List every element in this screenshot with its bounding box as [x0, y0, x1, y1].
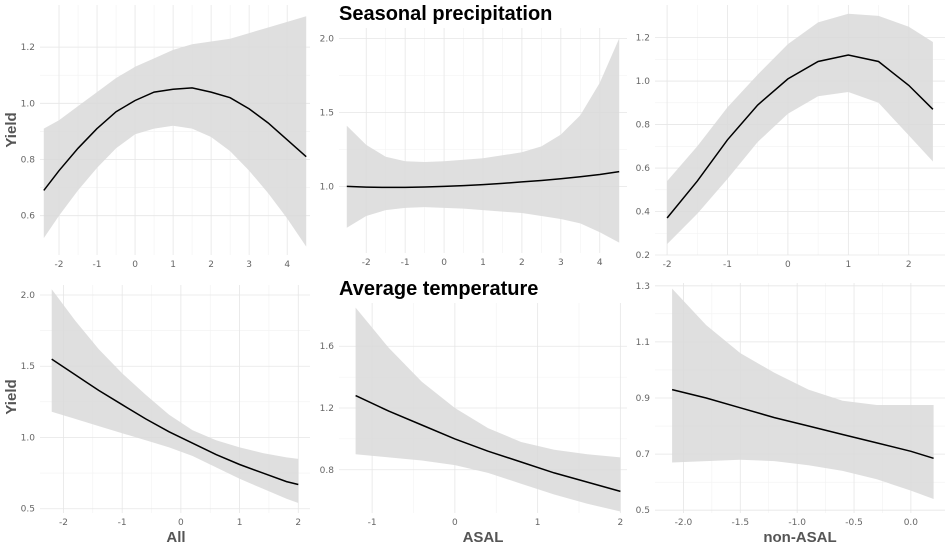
column-label-non-asal: non-ASAL — [763, 529, 836, 546]
panel-average-temperature-all: -2 -1 0 1 2 0.5 1.0 1.5 2.0 — [21, 285, 310, 528]
confidence-band — [672, 288, 934, 499]
x-tick-label: -1 — [368, 518, 377, 528]
confidence-band — [51, 289, 299, 503]
y-tick-label: 2.0 — [320, 34, 335, 44]
fitted-line — [666, 54, 934, 219]
confidence-band — [43, 16, 307, 247]
y-tick-label: 1.0 — [21, 433, 36, 443]
x-tick-label: -1.5 — [732, 518, 750, 528]
y-tick-label: 1.2 — [320, 404, 334, 414]
x-tick-label: -2 — [59, 518, 68, 528]
y-axis-label-bottom: Yield — [3, 379, 20, 414]
x-tick-label: 0.0 — [904, 518, 919, 528]
chart-panels: -2 -1 0 1 2 3 40.60.81.01.2-2 -1 0 1 2 3 41.01.52.0-… — [21, 5, 945, 528]
x-tick-label: 1 — [535, 518, 541, 528]
row-title-precipitation: Seasonal precipitation — [339, 3, 552, 25]
x-tick-label: -2 — [55, 260, 64, 270]
column-label-all: All — [166, 529, 185, 546]
y-tick-label: 1.3 — [636, 282, 650, 292]
fitted-line — [671, 388, 934, 460]
y-tick-label: 1.2 — [21, 43, 35, 53]
panel-average-temperature-all-grid — [40, 285, 310, 513]
fitted-line — [346, 170, 620, 189]
x-tick-label: 2 — [519, 258, 525, 268]
x-tick-label: 0 — [132, 260, 138, 270]
x-tick-label: -1 — [723, 260, 732, 270]
fitted-line — [51, 358, 299, 486]
y-tick-label: 0.5 — [21, 505, 35, 515]
y-tick-label: 1.5 — [21, 362, 35, 372]
x-tick-label: -0.5 — [845, 518, 863, 528]
x-tick-label: -2.0 — [675, 518, 693, 528]
x-tick-label: 1 — [170, 260, 176, 270]
x-tick-label: 0 — [441, 258, 447, 268]
x-tick-label: 0 — [452, 518, 458, 528]
x-tick-label: 3 — [246, 260, 252, 270]
x-tick-label: 1 — [480, 258, 486, 268]
panel-seasonal-precipitation-asal: -2 -1 0 1 2 3 4 1.0 1.5 2.0 — [320, 28, 627, 268]
y-tick-label: 1.6 — [320, 342, 335, 352]
y-tick-label: 1.0 — [21, 99, 36, 109]
y-tick-label: 1.0 — [320, 182, 335, 192]
x-tick-label: -1 — [93, 260, 102, 270]
y-tick-label: 0.8 — [21, 155, 36, 165]
y-tick-label: 1.2 — [636, 34, 650, 44]
panel-seasonal-precipitation-non-asal: -2 -1 0 1 2 0.2 0.4 0.6 0.8 1.0 1.2 — [636, 5, 945, 270]
x-tick-label: 1 — [845, 260, 851, 270]
fitted-line — [355, 394, 621, 493]
x-tick-label: -2 — [362, 258, 371, 268]
x-tick-label: -1.0 — [788, 518, 806, 528]
y-axis-label-top: Yield — [3, 112, 20, 147]
x-tick-label: 2 — [295, 518, 301, 528]
x-tick-label: 2 — [906, 260, 912, 270]
y-tick-label: 1.1 — [636, 338, 650, 348]
y-tick-label: 1.5 — [320, 108, 334, 118]
x-tick-label: 2 — [618, 518, 624, 528]
x-tick-label: -1 — [401, 258, 410, 268]
panel-average-temperature-non-asal: -2.0 -1.5 -1.0 -0.5 0.0 0.5 0.7 0.9 1.1 1.3 — [636, 282, 945, 528]
confidence-band — [355, 307, 621, 512]
x-tick-label: 3 — [558, 258, 564, 268]
y-tick-label: 0.8 — [636, 121, 651, 131]
y-tick-label: 2.0 — [21, 291, 36, 301]
row-title-temperature: Average temperature — [339, 278, 538, 300]
y-tick-label: 0.2 — [636, 251, 650, 261]
x-tick-label: 0 — [785, 260, 791, 270]
x-tick-label: -2 — [663, 260, 672, 270]
y-tick-label: 0.5 — [636, 506, 650, 516]
x-tick-label: 1 — [237, 518, 243, 528]
x-tick-label: 4 — [284, 260, 290, 270]
y-tick-label: 0.6 — [636, 164, 651, 174]
y-tick-label: 0.7 — [636, 450, 650, 460]
x-tick-label: 2 — [208, 260, 214, 270]
y-tick-label: 1.0 — [636, 77, 651, 87]
y-tick-label: 0.6 — [21, 212, 36, 222]
confidence-band — [667, 13, 933, 245]
x-tick-label: 4 — [597, 258, 603, 268]
fitted-line — [43, 87, 307, 191]
column-label-asal: ASAL — [463, 529, 504, 546]
panel-average-temperature-asal: -1 0 1 2 0.8 1.2 1.6 — [320, 303, 627, 528]
y-tick-label: 0.4 — [636, 208, 651, 218]
y-tick-label: 0.9 — [636, 394, 651, 404]
panel-seasonal-precipitation-all: -2 -1 0 1 2 3 4 0.6 0.8 1.0 1.2 — [21, 5, 310, 270]
y-tick-label: 0.8 — [320, 466, 335, 476]
x-tick-label: 0 — [178, 518, 184, 528]
confidence-band — [346, 38, 620, 243]
x-tick-label: -1 — [118, 518, 127, 528]
